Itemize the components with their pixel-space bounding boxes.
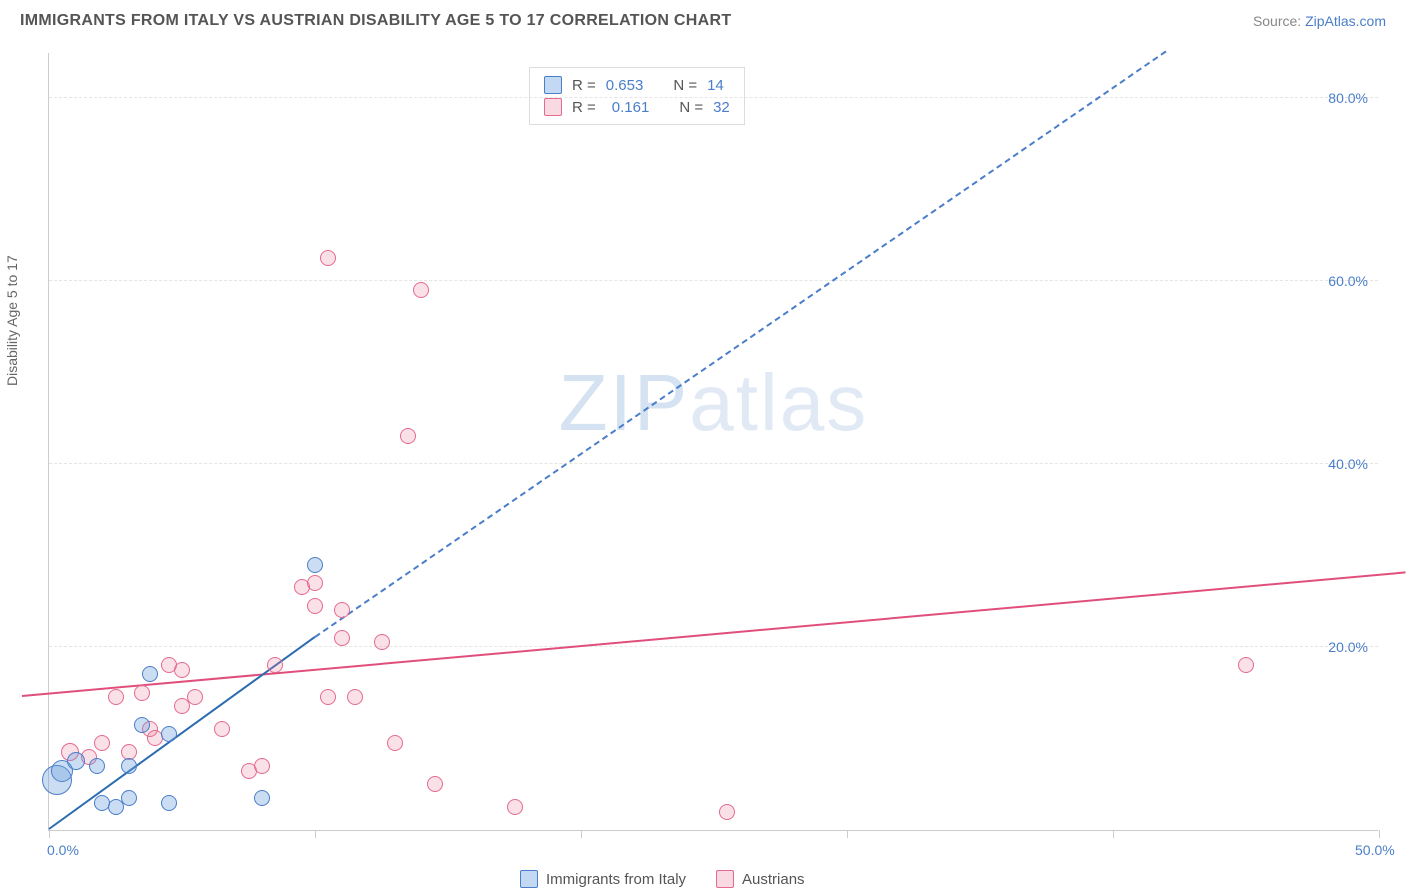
scatter-point-pink: [347, 689, 363, 705]
scatter-point-pink: [320, 689, 336, 705]
legend-label: Austrians: [742, 871, 805, 888]
legend-item-italy: Immigrants from Italy: [520, 870, 686, 888]
y-axis-label: Disability Age 5 to 17: [4, 255, 20, 386]
trendline-blue-dash: [314, 50, 1166, 637]
n-label: N =: [679, 99, 703, 116]
scatter-point-blue: [67, 752, 85, 770]
swatch-pink: [544, 98, 562, 116]
y-tick-label: 80.0%: [1328, 90, 1368, 106]
source-attribution: Source: ZipAtlas.com: [1253, 13, 1386, 29]
scatter-point-pink: [507, 799, 523, 815]
swatch-blue: [544, 76, 562, 94]
r-label: R =: [572, 99, 596, 116]
x-tick: [315, 830, 316, 838]
scatter-point-blue: [161, 726, 177, 742]
legend-label: Immigrants from Italy: [546, 871, 686, 888]
trendline-pink: [22, 572, 1405, 698]
n-label: N =: [673, 77, 697, 94]
chart-container: Disability Age 5 to 17 ZIPatlas R = 0.65…: [0, 38, 1406, 888]
gridline: [49, 463, 1378, 464]
swatch-blue: [520, 870, 538, 888]
scatter-point-pink: [214, 721, 230, 737]
scatter-point-pink: [307, 598, 323, 614]
scatter-point-pink: [427, 776, 443, 792]
scatter-point-pink: [387, 735, 403, 751]
scatter-point-pink: [267, 657, 283, 673]
scatter-point-pink: [174, 662, 190, 678]
bottom-legend: Immigrants from Italy Austrians: [520, 870, 805, 888]
scatter-point-pink: [334, 602, 350, 618]
r-label: R =: [572, 77, 596, 94]
scatter-point-pink: [719, 804, 735, 820]
scatter-point-pink: [254, 758, 270, 774]
r-value: 0.161: [612, 99, 650, 116]
chart-header: IMMIGRANTS FROM ITALY VS AUSTRIAN DISABI…: [0, 0, 1406, 38]
chart-title: IMMIGRANTS FROM ITALY VS AUSTRIAN DISABI…: [20, 12, 731, 30]
scatter-point-pink: [187, 689, 203, 705]
scatter-point-blue: [307, 557, 323, 573]
legend-item-austrians: Austrians: [716, 870, 805, 888]
scatter-point-pink: [134, 685, 150, 701]
x-tick: [1113, 830, 1114, 838]
x-tick-label: 50.0%: [1355, 842, 1395, 858]
scatter-point-pink: [1238, 657, 1254, 673]
scatter-point-blue: [121, 758, 137, 774]
gridline: [49, 97, 1378, 98]
scatter-point-blue: [134, 717, 150, 733]
scatter-point-blue: [142, 666, 158, 682]
scatter-point-pink: [94, 735, 110, 751]
stats-row-pink: R = 0.161 N = 32: [544, 96, 730, 118]
y-tick-label: 40.0%: [1328, 456, 1368, 472]
scatter-point-pink: [307, 575, 323, 591]
scatter-point-blue: [254, 790, 270, 806]
scatter-point-pink: [413, 282, 429, 298]
x-tick: [1379, 830, 1380, 838]
n-value: 14: [707, 77, 724, 94]
gridline: [49, 280, 1378, 281]
r-value: 0.653: [606, 77, 644, 94]
x-tick: [581, 830, 582, 838]
n-value: 32: [713, 99, 730, 116]
scatter-point-blue: [121, 790, 137, 806]
scatter-point-pink: [334, 630, 350, 646]
gridline: [49, 646, 1378, 647]
x-tick: [49, 830, 50, 838]
swatch-pink: [716, 870, 734, 888]
scatter-point-blue: [89, 758, 105, 774]
scatter-point-pink: [320, 250, 336, 266]
scatter-point-blue: [161, 795, 177, 811]
x-tick-label: 0.0%: [47, 842, 79, 858]
stats-row-blue: R = 0.653 N = 14: [544, 74, 730, 96]
source-name[interactable]: ZipAtlas.com: [1305, 13, 1386, 29]
source-prefix: Source:: [1253, 13, 1305, 29]
scatter-point-pink: [108, 689, 124, 705]
y-tick-label: 60.0%: [1328, 273, 1368, 289]
scatter-point-pink: [400, 428, 416, 444]
scatter-point-pink: [374, 634, 390, 650]
x-tick: [847, 830, 848, 838]
plot-area: ZIPatlas R = 0.653 N = 14 R = 0.161 N = …: [48, 53, 1378, 831]
y-tick-label: 20.0%: [1328, 639, 1368, 655]
